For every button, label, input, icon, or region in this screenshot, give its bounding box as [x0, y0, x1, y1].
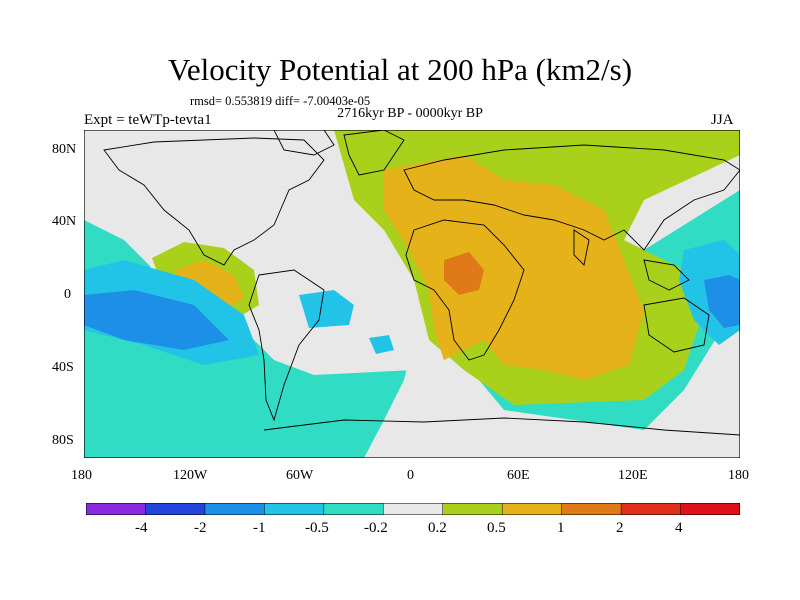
period-text: 2716kyr BP - 0000kyr BP — [337, 106, 483, 121]
lon-label-60w: 60W — [286, 468, 314, 483]
colorbar-label: 0.5 — [487, 520, 506, 536]
colorbar-cell — [680, 503, 740, 515]
colorbar-label: -0.2 — [364, 520, 388, 536]
season-label: JJA — [711, 112, 734, 128]
colorbar-cell — [145, 503, 206, 515]
experiment-label: Expt = teWTp-tevta1 — [84, 112, 212, 128]
field-pos-mid-africa-asia — [384, 155, 644, 380]
colorbar-cell — [323, 503, 385, 515]
lat-label-40s: 40S — [52, 360, 74, 375]
lat-label-80n: 80N — [52, 142, 77, 157]
colorbar-cell — [204, 503, 266, 515]
colorbar-cell — [264, 503, 325, 515]
field-pos-strong-africa — [444, 252, 484, 295]
map-title: Velocity Potential at 200 hPa (km2/s) — [167, 52, 633, 87]
lon-label-60e: 60E — [507, 468, 530, 483]
field-neutral-south — [364, 290, 740, 458]
colorbar-label: 0.2 — [428, 520, 447, 536]
colorbar-cell — [620, 503, 682, 515]
colorbar-label: -4 — [135, 520, 148, 536]
velocity-potential-map — [84, 130, 740, 458]
coastlines — [103, 130, 740, 436]
colorbar-label: 4 — [675, 520, 683, 536]
colorbar-label: -2 — [194, 520, 207, 536]
colorbar — [86, 503, 740, 515]
lat-label-80s: 80S — [52, 433, 74, 448]
lon-label-120e: 120E — [618, 468, 648, 483]
colorbar-label: -0.5 — [305, 520, 329, 536]
field-neg-strong-west-pacific — [704, 275, 740, 328]
lon-label-0: 0 — [407, 468, 414, 483]
colorbar-cell — [383, 503, 444, 515]
lon-label-180w: 180 — [71, 468, 92, 483]
field-neg-mid-atlantic — [299, 290, 354, 328]
field-neg-strong-pacific — [84, 290, 229, 350]
lon-label-180e: 180 — [728, 468, 749, 483]
lat-label-eq: 0 — [64, 287, 71, 302]
colorbar-label: -1 — [253, 520, 266, 536]
lat-label-40n: 40N — [52, 214, 77, 229]
colorbar-cell — [86, 503, 147, 515]
stats-text: rmsd= 0.553819 diff= -7.00403e-05 — [190, 94, 371, 108]
lon-label-120w: 120W — [173, 468, 208, 483]
colorbar-label: 2 — [616, 520, 624, 536]
colorbar-cell — [501, 503, 563, 515]
colorbar-cell — [442, 503, 503, 515]
colorbar-cell — [561, 503, 622, 515]
field-neg-mid-south-atlantic — [369, 335, 394, 354]
colorbar-label: 1 — [557, 520, 565, 536]
